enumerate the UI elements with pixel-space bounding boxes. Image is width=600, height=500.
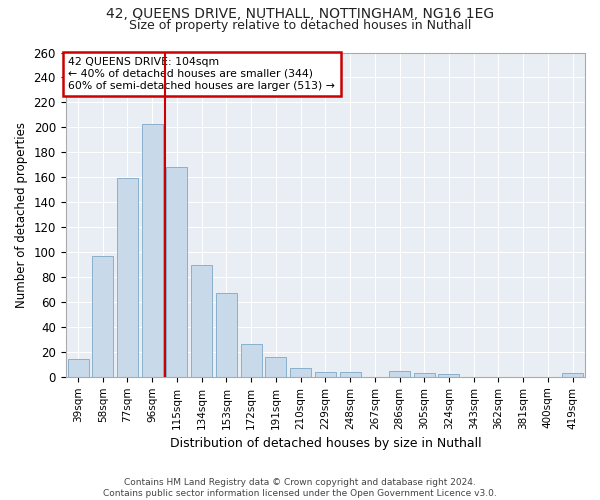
Bar bbox=[191, 264, 212, 377]
Bar bbox=[389, 370, 410, 377]
Text: 42, QUEENS DRIVE, NUTHALL, NOTTINGHAM, NG16 1EG: 42, QUEENS DRIVE, NUTHALL, NOTTINGHAM, N… bbox=[106, 8, 494, 22]
Bar bbox=[340, 372, 361, 377]
Text: Size of property relative to detached houses in Nuthall: Size of property relative to detached ho… bbox=[129, 19, 471, 32]
Bar bbox=[117, 178, 138, 377]
Bar bbox=[290, 368, 311, 377]
X-axis label: Distribution of detached houses by size in Nuthall: Distribution of detached houses by size … bbox=[170, 437, 481, 450]
Bar bbox=[142, 124, 163, 377]
Bar bbox=[414, 373, 435, 377]
Bar bbox=[265, 357, 286, 377]
Bar bbox=[315, 372, 336, 377]
Bar bbox=[216, 293, 237, 377]
Bar bbox=[92, 256, 113, 377]
Y-axis label: Number of detached properties: Number of detached properties bbox=[15, 122, 28, 308]
Bar bbox=[439, 374, 460, 377]
Bar bbox=[68, 360, 89, 377]
Bar bbox=[562, 373, 583, 377]
Text: 42 QUEENS DRIVE: 104sqm
← 40% of detached houses are smaller (344)
60% of semi-d: 42 QUEENS DRIVE: 104sqm ← 40% of detache… bbox=[68, 58, 335, 90]
Bar bbox=[241, 344, 262, 377]
Text: Contains HM Land Registry data © Crown copyright and database right 2024.
Contai: Contains HM Land Registry data © Crown c… bbox=[103, 478, 497, 498]
Bar bbox=[166, 168, 187, 377]
